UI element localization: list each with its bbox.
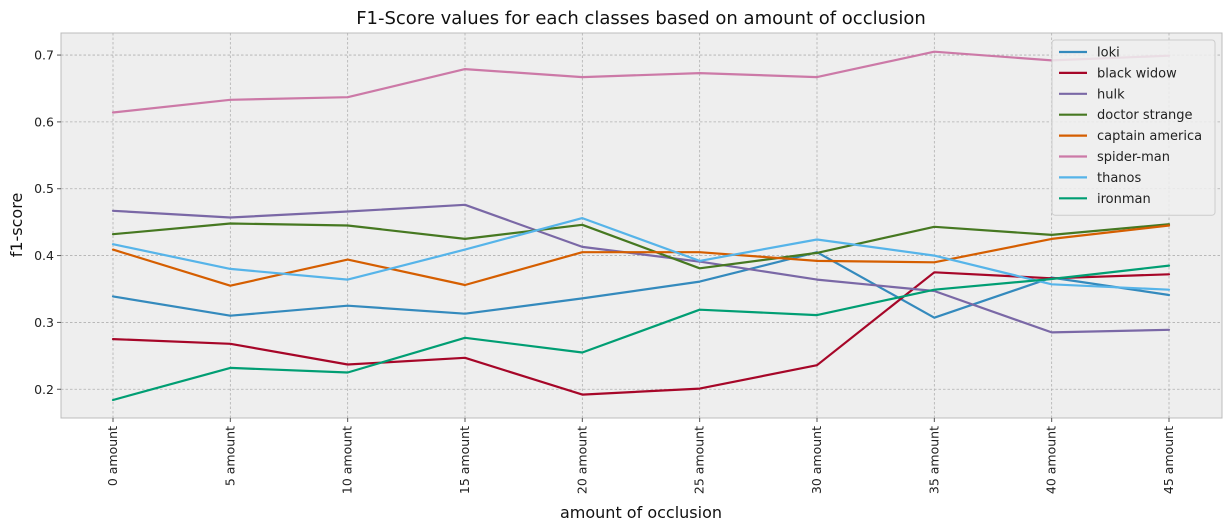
series-line-thanos <box>111 217 1171 291</box>
series-line-doctor-strange <box>111 222 1171 270</box>
legend-label: thanos <box>1097 171 1141 186</box>
x-tick-label: 15 amount <box>457 426 472 494</box>
x-tick-label: 35 amount <box>926 426 941 494</box>
legend-label: spider-man <box>1097 150 1170 165</box>
legend-label: doctor strange <box>1097 108 1193 123</box>
x-axis-label: amount of occlusion <box>560 503 722 522</box>
x-tick-label: 10 amount <box>340 426 355 494</box>
x-tick-label: 25 amount <box>692 426 707 494</box>
series-lines <box>111 50 1171 402</box>
y-tick-label: 0.3 <box>34 315 54 330</box>
series-line-ironman <box>111 264 1171 402</box>
y-tick-label: 0.6 <box>34 114 54 129</box>
series-line-hulk <box>111 203 1171 334</box>
y-tick-label: 0.5 <box>34 181 54 196</box>
x-tick-label: 5 amount <box>222 426 237 486</box>
x-tick-label: 20 amount <box>574 426 589 494</box>
series-line-spider-man <box>111 50 1171 114</box>
x-tick-label: 45 amount <box>1161 426 1176 494</box>
series-line-loki <box>111 251 1171 319</box>
legend-label: black widow <box>1097 66 1177 81</box>
legend: loki black widow hulk doctor strange captain… <box>1051 39 1216 216</box>
legend-label: ironman <box>1097 192 1151 207</box>
x-tick-label: 0 amount <box>105 426 120 486</box>
series-line-black-widow <box>111 271 1171 396</box>
legend-label: loki <box>1097 46 1120 61</box>
y-axis-label: f1-score <box>7 193 26 258</box>
plot-area <box>60 32 1223 419</box>
y-tick-label: 0.7 <box>34 48 54 63</box>
legend-label: captain america <box>1097 129 1202 144</box>
y-tick-label: 0.2 <box>34 382 54 397</box>
x-tick-label: 30 amount <box>809 426 824 494</box>
axis-ticks: 0 amount 5 amount 10 amount 15 amount 20 amo… <box>34 48 1176 495</box>
x-tick-label: 40 amount <box>1044 426 1059 494</box>
legend-label: hulk <box>1097 87 1125 102</box>
series-line-captain-america <box>111 224 1171 287</box>
y-tick-label: 0.4 <box>34 248 54 263</box>
chart-title: F1-Score values for each classes based o… <box>356 8 926 29</box>
legend-box <box>1051 39 1216 216</box>
